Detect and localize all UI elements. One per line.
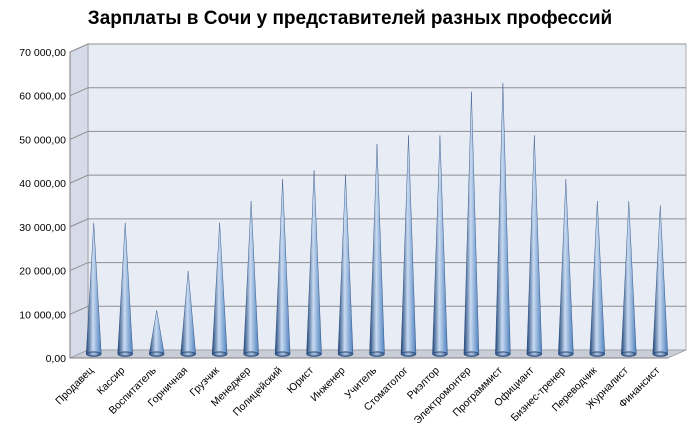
bar-cone-base <box>526 351 542 357</box>
bar-cone-base <box>86 351 102 357</box>
bar <box>243 200 259 357</box>
bar <box>495 82 511 357</box>
bar-cone-base <box>621 351 637 357</box>
bar <box>274 179 291 357</box>
bar <box>211 222 228 357</box>
y-tick-label: 70 000,00 <box>19 47 66 59</box>
y-tick-label: 0,00 <box>46 353 67 365</box>
x-tick-label: Инженер <box>308 365 347 404</box>
y-tick-label: 50 000,00 <box>19 134 66 146</box>
plot-side-wall <box>69 43 89 359</box>
bar <box>463 91 480 357</box>
y-tick-label: 30 000,00 <box>19 222 66 234</box>
bar <box>432 135 448 357</box>
bar <box>369 144 385 357</box>
bar <box>400 135 417 357</box>
bar-cone-base <box>589 351 605 357</box>
bar-cone-base <box>463 351 479 357</box>
bar <box>337 174 354 357</box>
gridline <box>69 87 686 97</box>
bar-cone-base <box>558 351 574 357</box>
bar <box>589 200 606 357</box>
bar-cone-base <box>243 351 259 357</box>
bar <box>621 200 637 357</box>
bar-cone-base <box>338 351 354 357</box>
bar-cone-base <box>212 351 228 357</box>
bar-cone-base <box>117 351 133 357</box>
gridline <box>69 262 686 272</box>
bar-cone-base <box>432 351 448 357</box>
gridline <box>69 130 686 140</box>
bar <box>148 310 165 357</box>
bar-cone-base <box>275 351 291 357</box>
bar <box>117 222 133 357</box>
y-tick-label: 10 000,00 <box>19 309 66 321</box>
bar <box>86 222 102 357</box>
y-tick-label: 60 000,00 <box>19 91 66 103</box>
y-tick-label: 20 000,00 <box>19 266 66 278</box>
bar-cone-base <box>652 351 668 357</box>
bar <box>526 135 543 357</box>
x-tick-label: Продавец <box>53 365 96 408</box>
bar <box>180 270 196 357</box>
bar-cone-base <box>400 351 416 357</box>
bar <box>558 179 574 357</box>
bar-cone-base <box>306 351 322 357</box>
chart-title: Зарплаты в Сочи у представителей разных … <box>87 8 613 29</box>
bar-cone-base <box>495 351 511 357</box>
bar-cone-base <box>149 351 165 357</box>
gridline <box>69 43 686 53</box>
y-tick-label: 40 000,00 <box>19 178 66 190</box>
x-tick-label: Бизнес-тренер <box>509 365 568 424</box>
gridline <box>69 174 686 184</box>
gridline <box>69 218 686 228</box>
bar-cone-base <box>180 351 196 357</box>
bar <box>306 170 322 357</box>
bar-cone-base <box>369 351 385 357</box>
bar <box>652 205 668 357</box>
gridline <box>69 305 686 315</box>
